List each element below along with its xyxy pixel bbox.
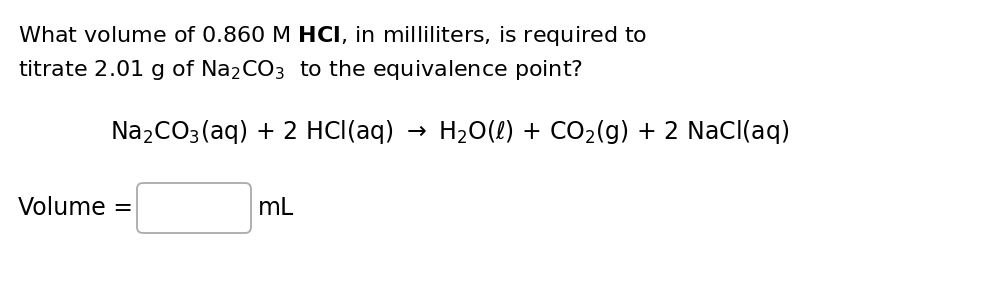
FancyBboxPatch shape [137,183,251,233]
Text: Volume =: Volume = [18,196,140,220]
Text: titrate 2.01 g of Na$_2$CO$_3$  to the equivalence point?: titrate 2.01 g of Na$_2$CO$_3$ to the eq… [18,58,583,82]
Text: What volume of 0.860 M $\mathit{\mathbf{HCl}}$, in milliliters, is required to: What volume of 0.860 M $\mathit{\mathbf{… [18,24,648,48]
Text: mL: mL [258,196,294,220]
Text: Na$_2$CO$_3$(aq) + 2 HCl(aq) $\rightarrow$ H$_2$O($\ell$) + CO$_2$(g) + 2 NaCl(a: Na$_2$CO$_3$(aq) + 2 HCl(aq) $\rightarro… [110,118,790,146]
